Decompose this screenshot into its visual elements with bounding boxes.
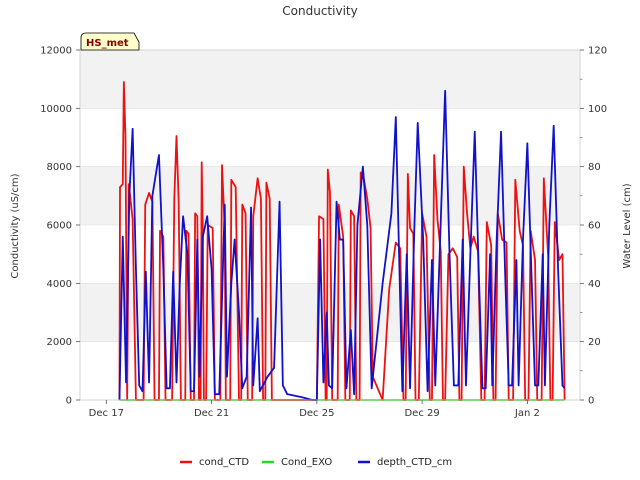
y-tick-label: 4000 bbox=[47, 279, 72, 290]
y-tick-label: 6000 bbox=[47, 221, 72, 232]
y2-axis-label: Water Level (cm) bbox=[622, 183, 633, 268]
site-tag-label: HS_met bbox=[86, 38, 129, 49]
legend-label: cond_CTD bbox=[199, 457, 249, 468]
site-tag: HS_met bbox=[80, 32, 140, 51]
y2-tick-label: 20 bbox=[588, 337, 601, 348]
y-axis-label: Conductivity (uS/cm) bbox=[10, 173, 21, 278]
legend: cond_CTD Cond_EXO depth_CTD_cm bbox=[180, 457, 452, 468]
series-layer bbox=[118, 81, 566, 401]
y2-tick-label: 60 bbox=[588, 221, 601, 232]
x-tick-label: Dec 21 bbox=[194, 408, 229, 419]
y-axis-ticks: 0 2000 4000 6000 8000 10000 12000 bbox=[40, 46, 80, 407]
y-tick-label: 12000 bbox=[40, 46, 72, 57]
chart-title: Conductivity bbox=[282, 4, 357, 18]
y-tick-label: 8000 bbox=[47, 162, 72, 173]
y-tick-label: 10000 bbox=[40, 104, 72, 115]
legend-label: depth_CTD_cm bbox=[377, 457, 452, 468]
y2-tick-label: 120 bbox=[588, 46, 607, 57]
x-tick-label: Dec 25 bbox=[299, 408, 334, 419]
y2-tick-label: 80 bbox=[588, 162, 601, 173]
legend-label: Cond_EXO bbox=[281, 457, 332, 468]
x-axis-ticks: Dec 17 Dec 21 Dec 25 Dec 29 Jan 2 bbox=[89, 400, 540, 419]
y-tick-label: 0 bbox=[66, 396, 72, 407]
x-tick-label: Dec 29 bbox=[404, 408, 439, 419]
y2-axis-ticks: 0 20 40 60 80 100 120 bbox=[580, 46, 607, 407]
site-tag-box bbox=[80, 32, 140, 51]
y-tick-label: 2000 bbox=[47, 337, 72, 348]
x-tick-label: Jan 2 bbox=[514, 408, 540, 419]
series-line-depth-ctd-cm bbox=[118, 89, 566, 401]
background-band bbox=[80, 50, 580, 109]
x-tick-label: Dec 17 bbox=[89, 408, 124, 419]
y2-tick-label: 0 bbox=[588, 396, 594, 407]
y2-tick-label: 40 bbox=[588, 279, 601, 290]
y2-tick-label: 100 bbox=[588, 104, 607, 115]
